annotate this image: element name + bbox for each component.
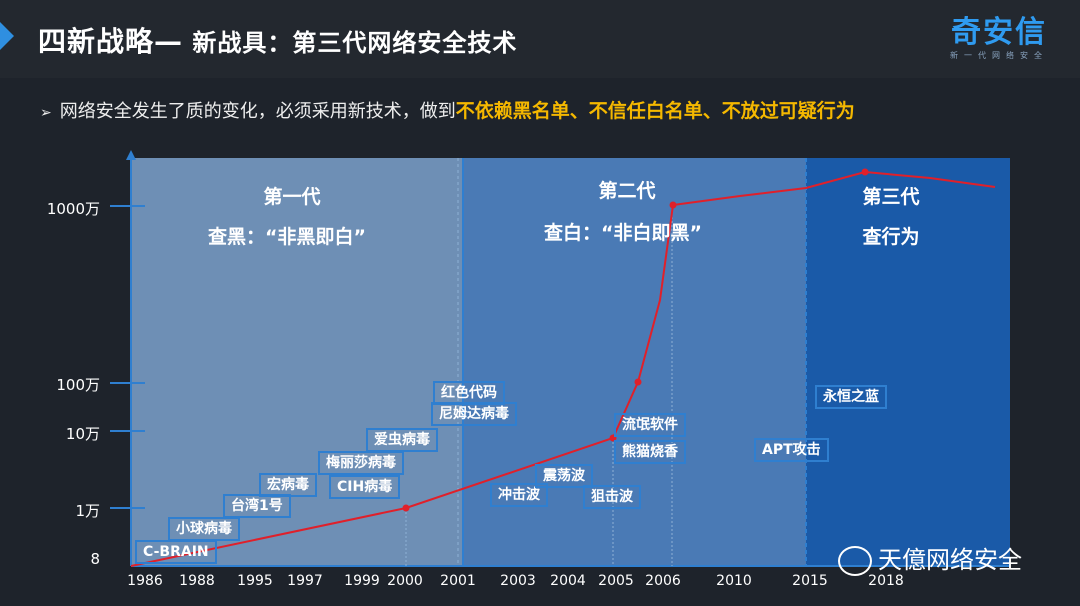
bullet-text: 网络安全发生了质的变化，必须采用新技术，做到: [59, 101, 456, 122]
gen2-desc: 查白：“非白即黑”: [544, 222, 702, 244]
x-tick-label: 1999: [344, 573, 380, 589]
gen1-title: 第一代: [263, 186, 321, 208]
event-label: C-BRAIN: [135, 540, 217, 564]
x-tick-label: 2010: [716, 573, 752, 589]
x-tick-label: 1997: [287, 573, 323, 589]
gen1-desc: 查黑：“非黑即白”: [208, 226, 366, 248]
y-tick-label-1w: 1万: [75, 502, 100, 520]
event-label: 尼姆达病毒: [431, 402, 517, 426]
event-label: 小球病毒: [168, 517, 240, 541]
event-label: 冲击波: [490, 483, 548, 507]
x-tick-label: 2004: [550, 573, 586, 589]
y-axis-arrow: [126, 150, 136, 160]
x-tick-label: 2003: [500, 573, 536, 589]
wechat-icon: [838, 546, 872, 576]
y-tick-label-100w: 100万: [56, 376, 100, 394]
header-bar: 四新战略— 新战具：第三代网络安全技术 奇安信 新一代网络安全: [0, 0, 1080, 78]
x-tick-label: 1988: [179, 573, 215, 589]
gen1-region: [131, 158, 463, 566]
x-tick-label: 1995: [237, 573, 273, 589]
bullet-point: ➢ 网络安全发生了质的变化，必须采用新技术，做到不依赖黑名单、不信任白名单、不放过…: [40, 96, 855, 123]
x-tick-label: 2015: [792, 573, 828, 589]
x-tick-label: 1986: [127, 573, 163, 589]
x-tick-label: 2001: [440, 573, 476, 589]
data-point-2005b: [634, 378, 642, 386]
data-point-2006: [669, 201, 677, 209]
event-label: 熊猫烧香: [614, 440, 686, 464]
chevron-right-icon: [0, 22, 14, 50]
x-tick-label: 2005: [598, 573, 634, 589]
logo-brand: 奇安信: [951, 15, 1047, 50]
gen3-desc: 查行为: [862, 226, 920, 248]
event-label: 震荡波: [535, 464, 593, 488]
event-label: 台湾1号: [223, 494, 291, 518]
event-label: 永恒之蓝: [815, 385, 887, 409]
data-point-2018: [861, 168, 869, 176]
event-label: 流氓软件: [614, 413, 686, 437]
bullet-highlight: 不依赖黑名单、不信任白名单、不放过可疑行为: [455, 100, 855, 122]
y-tick-label-10w: 10万: [65, 425, 100, 443]
event-label: 红色代码: [433, 381, 505, 405]
bullet-arrow-icon: ➢: [40, 105, 52, 121]
x-tick-label: 2006: [645, 573, 681, 589]
gen3-title: 第三代: [862, 186, 920, 208]
gen3-region: [806, 158, 1010, 566]
x-tick-label: 2000: [387, 573, 423, 589]
event-label: APT攻击: [754, 438, 829, 462]
logo-slogan: 新一代网络安全: [950, 51, 1048, 60]
data-point-2000: [402, 504, 410, 512]
y-tick-label-8: 8: [90, 550, 100, 568]
watermark-text: 天億网络安全: [878, 546, 1022, 574]
event-label: 梅丽莎病毒: [318, 451, 404, 475]
page-title: 四新战略— 新战具：第三代网络安全技术: [38, 25, 518, 58]
gen2-region: [463, 158, 806, 566]
watermark: 天億网络安全: [838, 540, 1022, 576]
y-tick-label-1000w: 1000万: [46, 200, 100, 218]
company-logo: 奇安信 新一代网络安全: [950, 16, 1048, 61]
event-label: 爱虫病毒: [366, 428, 438, 452]
x-tick-label: 2018: [868, 573, 904, 589]
event-label: 狙击波: [583, 485, 641, 509]
event-label: 宏病毒: [259, 473, 317, 497]
gen2-title: 第二代: [598, 180, 656, 202]
event-label: CIH病毒: [329, 475, 401, 499]
